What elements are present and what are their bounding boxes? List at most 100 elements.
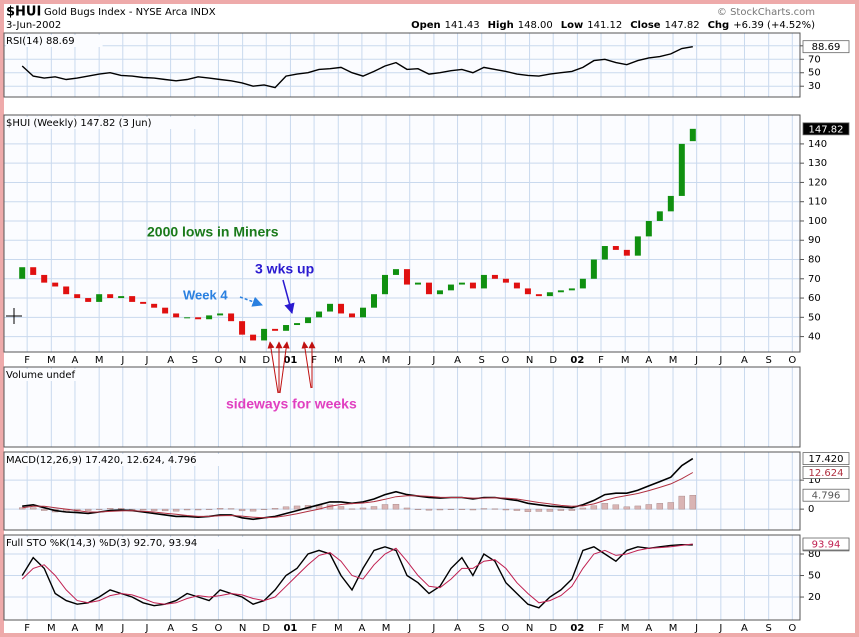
x-tick-label: M bbox=[334, 623, 343, 634]
last-value-label: 88.69 bbox=[812, 42, 841, 53]
histogram-bar bbox=[348, 508, 356, 510]
date: 3-Jun-2002 bbox=[6, 20, 61, 31]
candle bbox=[338, 303, 345, 314]
x-tick-label: M bbox=[621, 623, 630, 634]
crosshair bbox=[6, 308, 22, 324]
candle bbox=[129, 296, 136, 302]
y-tick-label: 60 bbox=[808, 293, 821, 304]
candle bbox=[107, 294, 114, 299]
x-tick-label: A bbox=[454, 623, 461, 634]
last-value-box bbox=[802, 537, 850, 551]
x-tick-label: F bbox=[598, 355, 604, 366]
candle bbox=[502, 278, 509, 283]
histogram-bar bbox=[370, 506, 378, 510]
series-line bbox=[21, 543, 693, 605]
candle bbox=[316, 311, 323, 318]
x-tick-label: N bbox=[526, 623, 533, 634]
histogram-bar bbox=[337, 506, 345, 510]
x-tick-label: A bbox=[645, 355, 652, 366]
y-tick-label: 50 bbox=[808, 312, 821, 323]
x-tick-label: O bbox=[788, 623, 796, 634]
histogram-bar bbox=[117, 508, 125, 510]
x-tick-label: A bbox=[167, 355, 174, 366]
candle bbox=[436, 290, 443, 295]
histogram-bar bbox=[403, 507, 411, 510]
quote-label: Close bbox=[630, 20, 661, 31]
histogram-bar bbox=[601, 503, 609, 510]
histogram-bar bbox=[238, 508, 246, 512]
annotation: 2000 lows in Miners bbox=[147, 224, 279, 240]
x-tick-label: D bbox=[262, 623, 270, 634]
panel-title: Full STO %K(14,3) %D(3) 92.70, 93.94 bbox=[6, 538, 197, 549]
last-value-label: 12.624 bbox=[809, 468, 844, 479]
x-tick-label: J bbox=[431, 355, 435, 366]
histogram-bar bbox=[524, 508, 532, 512]
histogram-bar bbox=[183, 508, 191, 511]
x-tick-label: O bbox=[214, 623, 222, 634]
candle bbox=[30, 267, 37, 275]
histogram-bar bbox=[469, 508, 477, 511]
x-tick-label: J bbox=[145, 623, 149, 634]
histogram-bar bbox=[84, 508, 92, 511]
x-tick-label: M bbox=[621, 355, 630, 366]
y-tick-label: 70 bbox=[808, 54, 821, 65]
panels: 30 50 70 90 RSI(14) 88.69 88.69 F M A M J J A S O N D 01 F… bbox=[3, 32, 850, 634]
histogram-bar bbox=[95, 508, 103, 510]
symbol: $HUI bbox=[6, 5, 41, 20]
candle bbox=[228, 313, 235, 322]
histogram-bar bbox=[513, 508, 521, 511]
x-tick-label: A bbox=[358, 355, 365, 366]
arrow bbox=[239, 296, 263, 307]
candle bbox=[469, 282, 476, 289]
histogram-bar bbox=[381, 504, 389, 510]
candle bbox=[557, 290, 564, 293]
instrument-name: Gold Bugs Index - NYSE Arca INDX bbox=[44, 7, 216, 18]
candle bbox=[85, 298, 92, 302]
x-tick-label: S bbox=[479, 623, 485, 634]
y-tick-label: 20 bbox=[808, 592, 821, 603]
candle bbox=[601, 246, 608, 260]
candle bbox=[305, 317, 312, 324]
y-tick-label: 0 bbox=[808, 504, 814, 515]
last-value-box bbox=[802, 122, 850, 136]
y-tick-label: 80 bbox=[808, 549, 821, 560]
candle bbox=[568, 288, 575, 291]
panel bbox=[4, 33, 800, 97]
x-tick-label: A bbox=[645, 623, 652, 634]
candle bbox=[645, 220, 652, 237]
histogram-bar bbox=[447, 508, 455, 510]
x-tick-label: O bbox=[788, 355, 796, 366]
annotation: 3 wks up bbox=[255, 261, 314, 277]
x-tick-label: M bbox=[47, 355, 56, 366]
x-tick-label: J bbox=[407, 355, 411, 366]
histogram-bar bbox=[161, 508, 169, 512]
x-tick-label: J bbox=[694, 355, 698, 366]
candle bbox=[491, 274, 498, 279]
title-background bbox=[6, 369, 97, 381]
last-value-box bbox=[802, 40, 850, 54]
arrow bbox=[279, 341, 290, 394]
candle bbox=[250, 334, 257, 341]
histogram-bar bbox=[249, 508, 257, 512]
y-tick-label: 10 bbox=[808, 475, 821, 486]
candle bbox=[217, 313, 224, 316]
candle bbox=[63, 286, 70, 295]
copyright: © StockCharts.com bbox=[717, 7, 815, 18]
y-tick-label: 90 bbox=[808, 235, 821, 246]
quote-label: Chg bbox=[708, 20, 730, 31]
x-tick-label: A bbox=[454, 355, 461, 366]
x-tick-label: J bbox=[120, 355, 124, 366]
histogram-bar bbox=[425, 508, 433, 511]
annotation: Week 4 bbox=[183, 287, 228, 302]
histogram-bar bbox=[458, 508, 466, 510]
x-tick-label: J bbox=[718, 355, 722, 366]
candle bbox=[261, 328, 268, 341]
panel-title: RSI(14) 88.69 bbox=[6, 36, 75, 47]
x-tick-label: A bbox=[741, 355, 748, 366]
x-tick-label: N bbox=[239, 623, 246, 634]
y-tick-label: 50 bbox=[808, 68, 821, 79]
candle bbox=[118, 296, 125, 299]
histogram-bar bbox=[216, 508, 224, 510]
candle bbox=[173, 313, 180, 318]
